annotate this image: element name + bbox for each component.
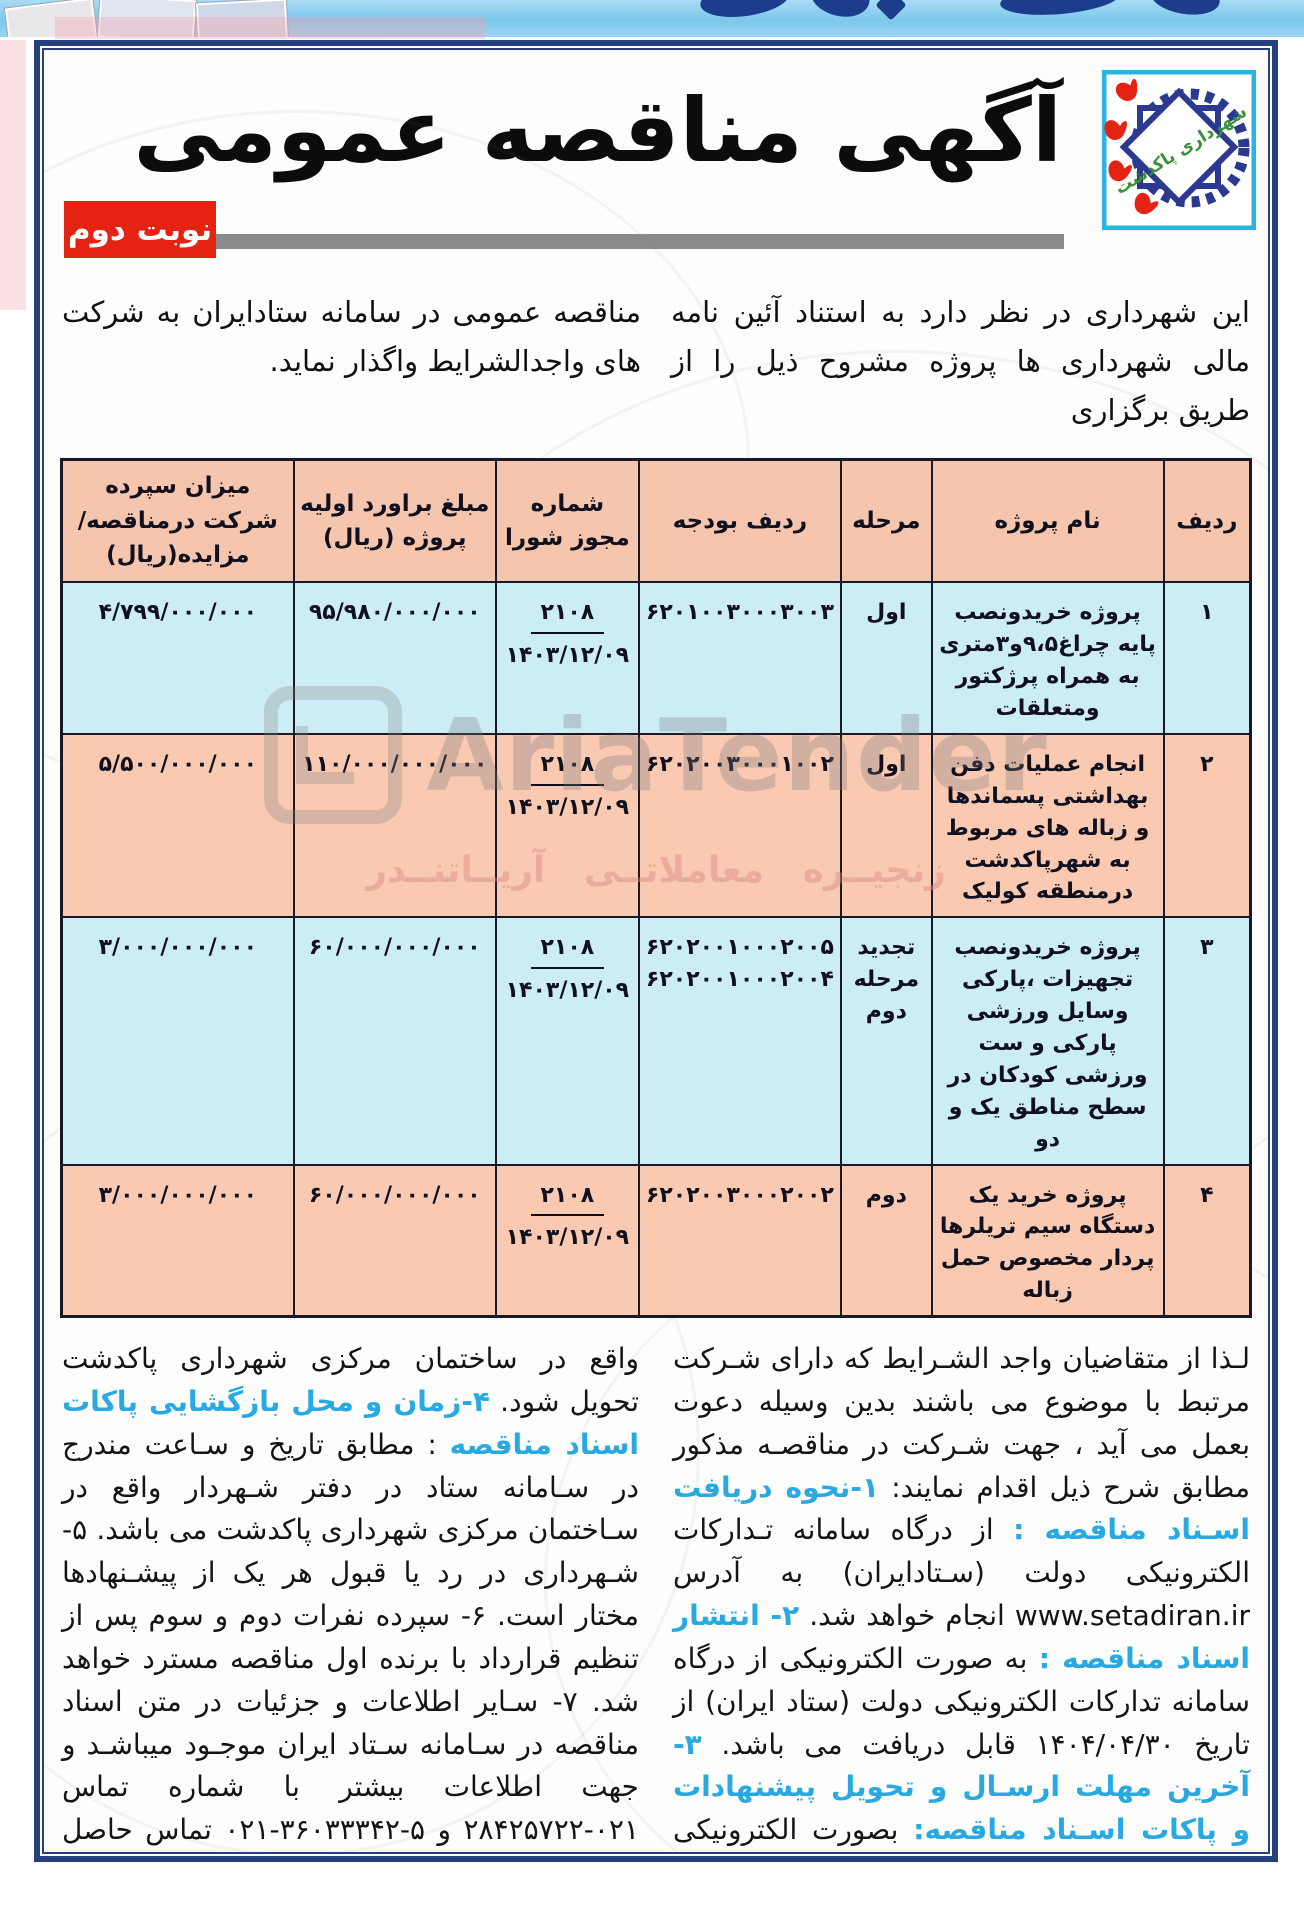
section-1-heading: ۱-نحوه دریافت اسـناد مناقصه : [673,1470,1250,1547]
cell-row-number: ۳ [1162,916,1252,1166]
cell-permit: ۲۱۰۸ ۱۴۰۳/۱۲/۰۹ [494,732,640,919]
cell-budget-row: ۶۲۰۲۰۰۳۰۰۰۲۰۰۲ [637,1163,843,1318]
permit-number: ۲۱۰۸ [530,1180,605,1217]
badge-row: نوبت دوم [64,201,1248,259]
section-4-heading: ۴-زمان و محل بازگشایی پاکات اسناد مناقصه [62,1384,639,1461]
municipality-logo-icon: شهرداری پاکدشت [1101,69,1257,231]
section-3-text: بصورت الکترونیکی طبق تاریخ مندرج در سـام… [673,1813,899,1847]
cell-stage: اول [840,580,933,735]
permit-date: ۱۴۰۳/۱۲/۰۹ [505,642,630,668]
tender-ad-box: شهرداری پاکدشت آگهی مناقصه عمومی نوبت دو… [34,40,1278,1862]
cell-budget-row: ۶۲۰۲۰۰۳۰۰۰۱۰۰۲ [637,732,843,919]
paragraph-intro: لـذا از متقاضیان واجد الشـرایط که دارای … [673,1342,1250,1504]
masthead-calligraphy [1147,0,1223,20]
cell-stage: دوم [840,1163,933,1318]
cell-deposit: ۴/۷۹۹/۰۰۰/۰۰۰ [60,580,295,735]
ad-title: آگهی مناقصه عمومی [133,79,1065,182]
section-6-text: ۶- سپرده نفرات دوم و سوم پس از تنظیم قرا… [62,1599,639,1718]
section-3-heading: ۳-آخرین مهلت ارسـال و تحویل پیشنهادات و … [673,1727,1250,1847]
section-7-text: ۷- سـایر اطلاعات و جزئیات در متن اسناد م… [62,1684,640,1847]
cell-estimate: ۶۰/۰۰۰/۰۰۰/۰۰۰ [292,1163,497,1318]
cell-permit: ۲۱۰۸ ۱۴۰۳/۱۲/۰۹ [494,1163,640,1318]
newspaper-masthead [0,0,1304,37]
cell-permit: ۲۱۰۸ ۱۴۰۳/۱۲/۰۹ [494,580,640,735]
intro-right-column: این شهرداری در نظر دارد به استناد آئین ن… [671,295,1250,427]
pink-print-artifact [55,17,485,39]
permit-date: ۱۴۰۳/۱۲/۰۹ [505,978,630,1004]
table-row: ۲ انجام عملیات دفن بهداشتی پسماندها و زب… [60,732,1252,919]
cell-estimate: ۶۰/۰۰۰/۰۰۰/۰۰۰ [292,916,497,1166]
table-row: ۴ پروژه خرید یک دستگاه سیم تریلرها پردار… [60,1163,1252,1318]
header-deposit: میزان سپرده شرکت درمناقصه/ مزایده(ریال) [60,458,295,583]
header-permit-number: شماره مجوز شورا [494,458,640,583]
table-row: ۳ پروژه خریدونصب تجهیزات ،پارکی وسایل ور… [60,916,1252,1166]
section-2-heading: ۲- انتشار اسناد مناقصه : [673,1599,1250,1675]
section-4-text: : مطابق تاریخ و سـاعت مندرج در سـامانه س… [62,1427,639,1547]
permit-date: ۱۴۰۳/۱۲/۰۹ [505,1225,630,1251]
cell-row-number: ۱ [1162,580,1252,735]
masthead-calligraphy [698,0,792,23]
section-5-text: ۵- شـهرداری در رد یا قبول هر یک از پیشـن… [62,1513,639,1633]
eight-point-star-icon [1119,87,1239,207]
intro-left-column: مناقصه عمومی در سامانه ستادایران به شرکت… [62,295,641,378]
table-header-row: ردیف نام پروژه مرحله ردیف بودجه شماره مج… [60,458,1252,583]
divider-bar [216,234,1064,250]
permit-number: ۲۱۰۸ [530,749,605,786]
masthead-calligraphy [998,0,1122,20]
cell-deposit: ۳/۰۰۰/۰۰۰/۰۰۰ [60,916,295,1166]
header-row-number: ردیف [1162,458,1252,583]
tender-table: ردیف نام پروژه مرحله ردیف بودجه شماره مج… [60,458,1252,1319]
tender-ad-inner: شهرداری پاکدشت آگهی مناقصه عمومی نوبت دو… [42,48,1270,1854]
intro-paragraph: این شهرداری در نظر دارد به استناد آئین ن… [62,288,1250,434]
masthead-calligraphy [806,0,874,23]
tulip-icons [1104,78,1159,215]
header-budget-row: ردیف بودجه [637,458,843,583]
cell-project-name: انجام عملیات دفن بهداشتی پسماندها و زبال… [930,732,1165,919]
section-3-continuation: واقع در ساختمان مرکزی شهرداری پاکدشت تحو… [62,1342,640,1418]
round-badge: نوبت دوم [64,201,216,259]
cell-deposit: ۵/۵۰۰/۰۰۰/۰۰۰ [60,732,295,919]
header-project-name: نام پروژه [930,458,1165,583]
cell-project-name: پروژه خریدونصب تجهیزات ،پارکی وسایل ورزش… [930,916,1165,1166]
cell-budget-row: ۶۲۰۱۰۰۳۰۰۰۳۰۰۳ [637,580,843,735]
cell-row-number: ۲ [1162,732,1252,919]
permit-number: ۲۱۰۸ [530,932,605,970]
permit-number: ۲۱۰۸ [530,597,605,634]
header-estimate: مبلغ براورد اولیه پروژه (ریال) [292,458,497,583]
cell-row-number: ۴ [1162,1163,1252,1318]
permit-date: ۱۴۰۳/۱۲/۰۹ [505,794,630,820]
section-2-text: به صورت الکترونیکی از درگاه سامانه تدارک… [673,1641,1250,1761]
body-right-column: لـذا از متقاضیان واجد الشـرایط که دارای … [673,1338,1250,1852]
cell-project-name: پروژه خریدونصب پایه چراغ۹،۵و۳متری به همر… [930,580,1165,735]
pakdasht-municipality-logo: شهرداری پاکدشت [1101,69,1257,231]
cell-permit: ۲۱۰۸ ۱۴۰۳/۱۲/۰۹ [494,916,640,1166]
header-stage: مرحله [840,458,933,583]
cell-estimate: ۹۵/۹۸۰/۰۰۰/۰۰۰ [292,580,497,735]
cell-estimate: ۱۱۰/۰۰۰/۰۰۰/۰۰۰ [292,732,497,919]
table-row: ۱ پروژه خریدونصب پایه چراغ۹،۵و۳متری به ه… [60,580,1252,735]
pink-print-artifact [0,40,26,310]
section-1-text: از درگاه سامانه تـدارکات الکترونیکی دولت… [673,1513,1250,1633]
masthead-calligraphy [875,0,907,21]
cell-deposit: ۳/۰۰۰/۰۰۰/۰۰۰ [60,1163,295,1318]
cell-budget-row: ۶۲۰۲۰۰۱۰۰۰۲۰۰۵ ۶۲۰۲۰۰۱۰۰۰۲۰۰۴ [637,916,843,1166]
cell-stage: اول [840,732,933,919]
budget-line-2: ۶۲۰۲۰۰۱۰۰۰۲۰۰۴ [645,967,834,993]
body-text-columns: لـذا از متقاضیان واجد الشـرایط که دارای … [62,1338,1250,1852]
cell-stage: تجدید مرحله دوم [840,916,933,1166]
body-left-column: واقع در ساختمان مرکزی شهرداری پاکدشت تحو… [62,1338,640,1852]
cell-project-name: پروژه خرید یک دستگاه سیم تریلرها پردار م… [930,1163,1165,1318]
budget-line-1: ۶۲۰۲۰۰۱۰۰۰۲۰۰۵ [645,935,834,961]
